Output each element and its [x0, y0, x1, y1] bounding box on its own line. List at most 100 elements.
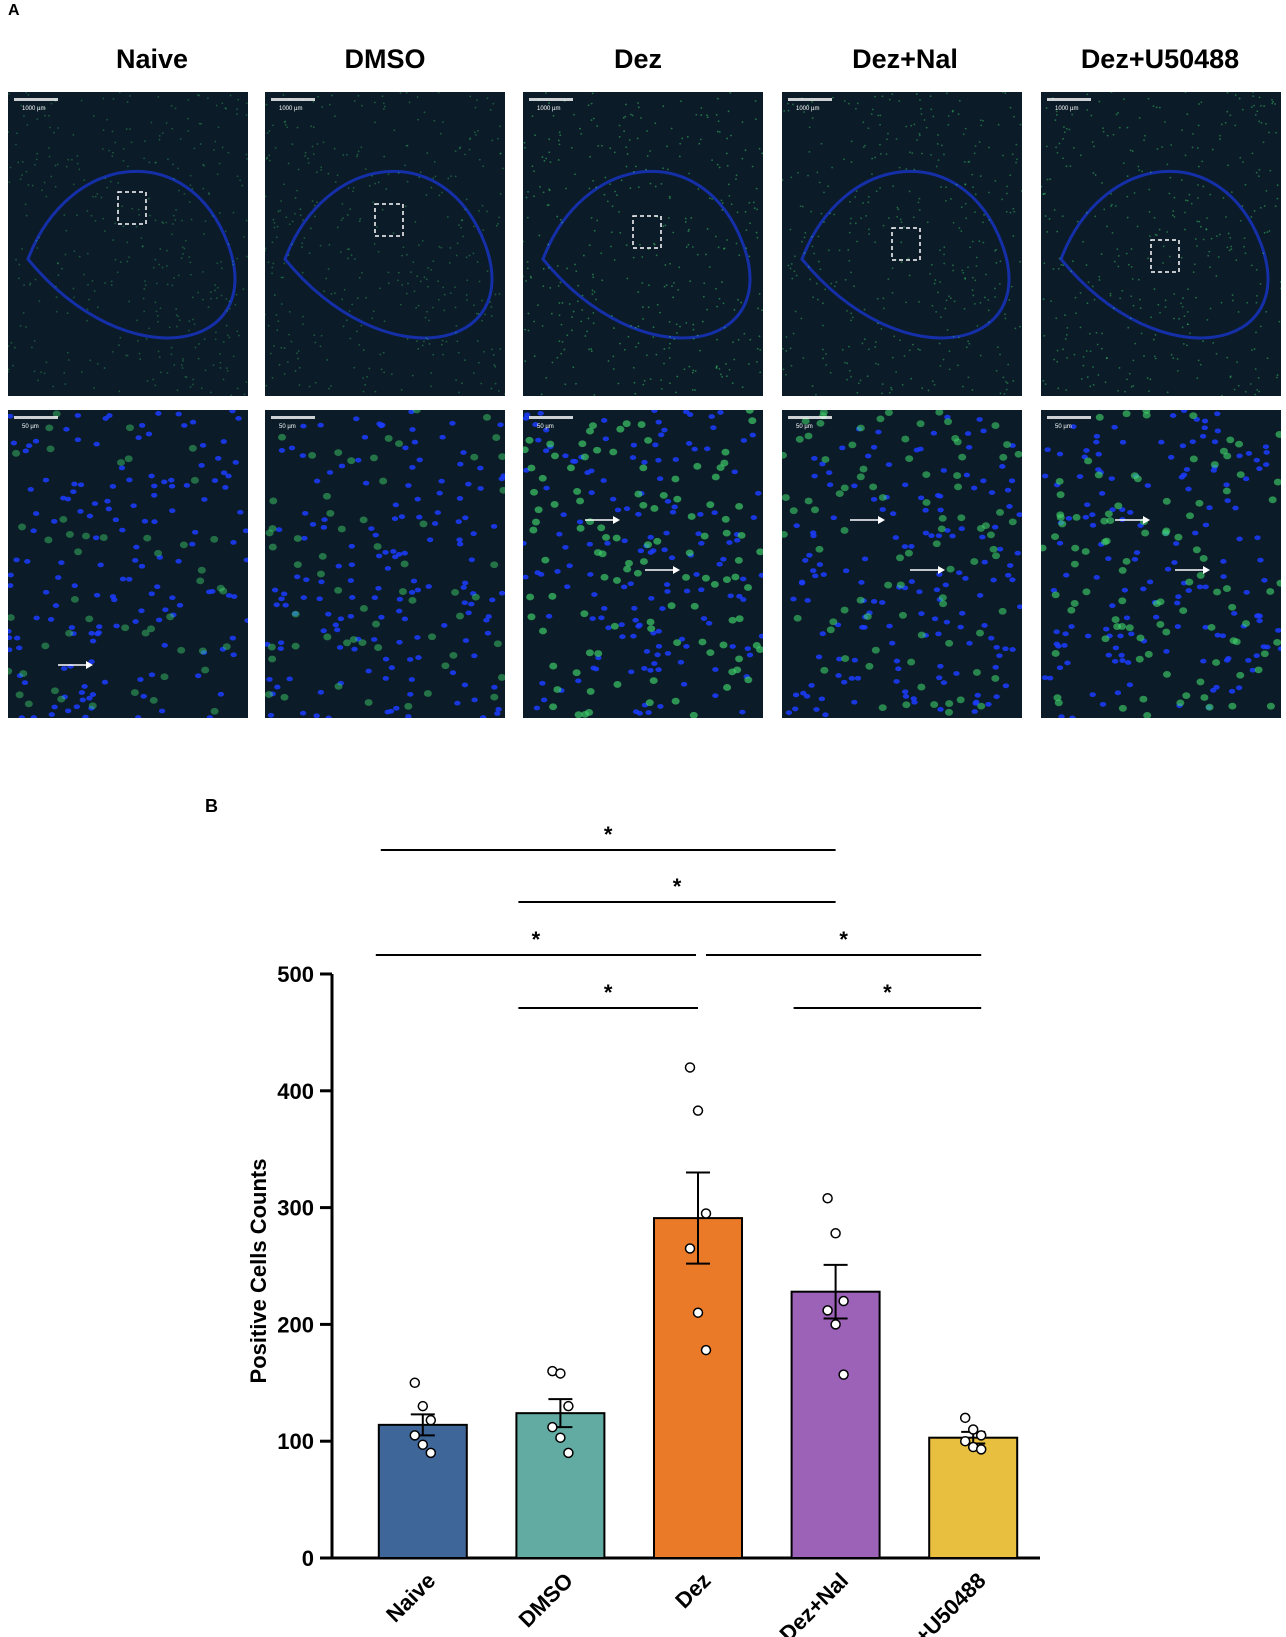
- micrograph-image: 50 µm: [8, 410, 248, 718]
- panel-a-label: A: [8, 2, 20, 19]
- x-tick-label: Dez: [670, 1568, 715, 1613]
- micrograph-image: 1000 µm: [523, 92, 763, 396]
- data-point: [959, 1412, 971, 1424]
- data-point: [563, 1400, 574, 1412]
- bar-dez: [653, 1217, 743, 1559]
- scale-bar: [1047, 98, 1091, 101]
- significance-label: *: [673, 874, 682, 899]
- data-point: [822, 1193, 833, 1204]
- scale-bar-label: 50 µm: [22, 424, 39, 430]
- scale-bar-label: 50 µm: [537, 424, 554, 430]
- significance-label: *: [604, 980, 613, 1005]
- scale-bar-label: 1000 µm: [796, 106, 819, 112]
- data-point: [830, 1228, 841, 1239]
- data-point: [975, 1444, 987, 1455]
- data-point: [975, 1430, 987, 1441]
- significance-label: *: [883, 980, 892, 1005]
- panel-b-label: B: [205, 796, 218, 816]
- scale-bar: [1047, 416, 1091, 419]
- scale-bar: [14, 416, 58, 419]
- scale-bar-label: 1000 µm: [279, 106, 302, 112]
- micrograph-low-naive: 1000 µm: [8, 92, 248, 396]
- micrograph-high-dez-nal: 50 µm: [782, 410, 1022, 718]
- micrograph-image: 1000 µm: [265, 92, 505, 396]
- data-point: [409, 1430, 421, 1441]
- scale-bar: [14, 98, 58, 101]
- significance-label: *: [604, 822, 613, 847]
- micrograph-high-dez: 50 µm: [523, 410, 763, 718]
- y-tick-label: 400: [277, 1079, 314, 1104]
- micrograph-high-dmso: 50 µm: [265, 410, 505, 718]
- micrograph-low-dez-u50488: 1000 µm: [1041, 92, 1281, 396]
- scale-bar: [788, 416, 832, 419]
- bar-dez-nal: [790, 1290, 881, 1559]
- data-point: [692, 1307, 704, 1318]
- micrograph-low-dmso: 1000 µm: [265, 92, 505, 396]
- data-point: [822, 1305, 833, 1316]
- micrograph-image: 50 µm: [1041, 410, 1281, 718]
- data-point: [830, 1319, 841, 1330]
- bar-chart: 0 100 200 300 400 500 Positive Cells Counts Nai…: [0, 800, 1286, 1637]
- scale-bar-label: 50 µm: [796, 424, 813, 430]
- scale-bar-label: 50 µm: [1055, 424, 1072, 430]
- data-point: [425, 1414, 437, 1426]
- scale-bar: [788, 98, 832, 101]
- micrograph-image: 1000 µm: [782, 92, 1022, 396]
- micrograph-image: 1000 µm: [8, 92, 248, 396]
- roi-box: [117, 191, 147, 225]
- x-tick-label: Dez+Nal: [774, 1568, 853, 1637]
- micrograph-image: 50 µm: [265, 410, 505, 718]
- data-point: [838, 1369, 849, 1380]
- micrograph-low-dez-nal: 1000 µm: [782, 92, 1022, 396]
- micrograph-high-naive: 50 µm: [8, 410, 248, 718]
- roi-box: [1150, 239, 1180, 273]
- data-point: [555, 1368, 566, 1379]
- scale-bar: [529, 98, 573, 101]
- roi-box: [374, 203, 404, 237]
- data-point: [959, 1435, 971, 1447]
- data-point: [967, 1424, 979, 1435]
- y-tick-label: 0: [302, 1546, 314, 1571]
- y-axis-label: Positive Cells Counts: [246, 1159, 271, 1384]
- data-point: [692, 1105, 704, 1116]
- data-point: [700, 1208, 712, 1219]
- data-point: [409, 1377, 421, 1389]
- y-tick-label: 300: [277, 1196, 314, 1221]
- data-point: [684, 1062, 696, 1073]
- roi-box: [632, 215, 662, 249]
- micrograph-image: 50 µm: [782, 410, 1022, 718]
- data-point: [563, 1447, 574, 1459]
- bar-chart-svg: 0 100 200 300 400 500 Positive Cells Counts Nai…: [246, 822, 1040, 1637]
- micrograph-high-dez-u50488: 50 µm: [1041, 410, 1281, 718]
- data-point: [700, 1344, 712, 1356]
- scale-bar-label: 50 µm: [279, 424, 296, 430]
- scale-bar: [529, 416, 573, 419]
- significance-label: *: [839, 927, 848, 952]
- data-point: [425, 1447, 437, 1459]
- y-tick-label: 100: [277, 1429, 314, 1454]
- data-point: [417, 1400, 429, 1412]
- y-tick-label: 500: [277, 962, 314, 987]
- data-point: [838, 1295, 849, 1307]
- data-point: [684, 1243, 696, 1254]
- column-title-naive: Naive: [115, 44, 189, 74]
- scale-bar-label: 1000 µm: [1055, 106, 1078, 112]
- micrograph-image: 50 µm: [523, 410, 763, 718]
- data-point: [417, 1439, 429, 1450]
- x-tick-label: Dez+U50488: [882, 1568, 991, 1637]
- bar-dez-u50488: [928, 1436, 1019, 1559]
- significance-label: *: [532, 927, 541, 952]
- data-point: [547, 1421, 558, 1433]
- micrograph-low-dez: 1000 µm: [523, 92, 763, 396]
- x-tick-label: DMSO: [514, 1568, 578, 1632]
- data-point: [555, 1432, 566, 1443]
- column-title-dez-nal: Dez+Nal: [852, 44, 958, 74]
- column-title-dmso: DMSO: [344, 44, 426, 74]
- scale-bar-label: 1000 µm: [22, 106, 45, 112]
- column-title-dez-u50488: Dez+U50488: [1080, 44, 1240, 74]
- column-title-dez: Dez: [613, 44, 662, 74]
- scale-bar-label: 1000 µm: [537, 106, 560, 112]
- scale-bar: [271, 98, 315, 101]
- roi-box: [891, 227, 921, 261]
- y-tick-label: 200: [277, 1312, 314, 1337]
